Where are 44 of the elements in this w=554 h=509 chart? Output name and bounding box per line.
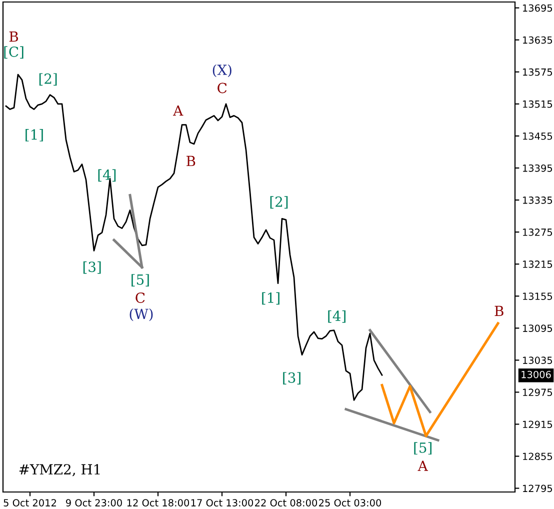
annotation: (W): [130, 308, 153, 322]
annotation: [3]: [283, 372, 300, 384]
text: 13006: [522, 370, 551, 378]
annotation: [4]: [98, 169, 116, 182]
y-tick-label: 13215: [523, 260, 552, 268]
x-tick-label: 25 Oct 03:00: [319, 499, 382, 506]
annotation: [1]: [26, 129, 43, 142]
annotation: (X): [212, 64, 232, 78]
y-tick-label: 13695: [523, 4, 552, 12]
y-tick-label: 13095: [523, 324, 552, 332]
annotation: #YMZ2, H1: [19, 464, 100, 476]
y-tick-label: 12795: [523, 484, 552, 492]
y-tick-label: 12855: [523, 452, 552, 460]
annotation: A: [418, 460, 428, 471]
y-tick-label: 12915: [523, 420, 552, 428]
y-tick-label: 13575: [523, 68, 552, 76]
y-tick-label: 13035: [523, 356, 552, 364]
annotation: A: [173, 105, 184, 116]
annotation: [C]: [4, 46, 24, 59]
y-tick-label: 13395: [523, 164, 552, 172]
y-tick-label: 13635: [523, 36, 552, 44]
annotation: B: [494, 306, 504, 316]
y-tick-label: 12975: [523, 388, 552, 396]
annotation: [4]: [328, 310, 346, 323]
annotation: C: [136, 292, 145, 303]
y-tick-label: 13515: [523, 100, 552, 108]
x-tick-label: 9 Oct 23:00: [66, 499, 122, 506]
y-tick-label: 13155: [523, 292, 552, 300]
annotation: [3]: [83, 261, 101, 274]
y-tick-label: 13455: [523, 132, 552, 140]
annotation: [2]: [270, 196, 288, 209]
x-tick-label: 17 Oct 13:00: [191, 499, 254, 506]
x-tick-label: 22 Oct 08:00: [255, 499, 318, 506]
x-tick-label: 5 Oct 2012: [4, 499, 56, 506]
annotation: [1]: [262, 292, 280, 305]
annotation: C: [218, 82, 227, 94]
annotation: [2]: [39, 73, 57, 86]
x-tick-label: 12 Oct 18:00: [127, 499, 190, 506]
annotation: [5]: [132, 274, 149, 286]
annotation: B: [9, 31, 18, 42]
annotation: B: [186, 156, 196, 166]
y-tick-label: 13275: [523, 228, 552, 236]
y-tick-label: 13335: [523, 196, 552, 204]
annotation: [5]: [414, 442, 432, 455]
